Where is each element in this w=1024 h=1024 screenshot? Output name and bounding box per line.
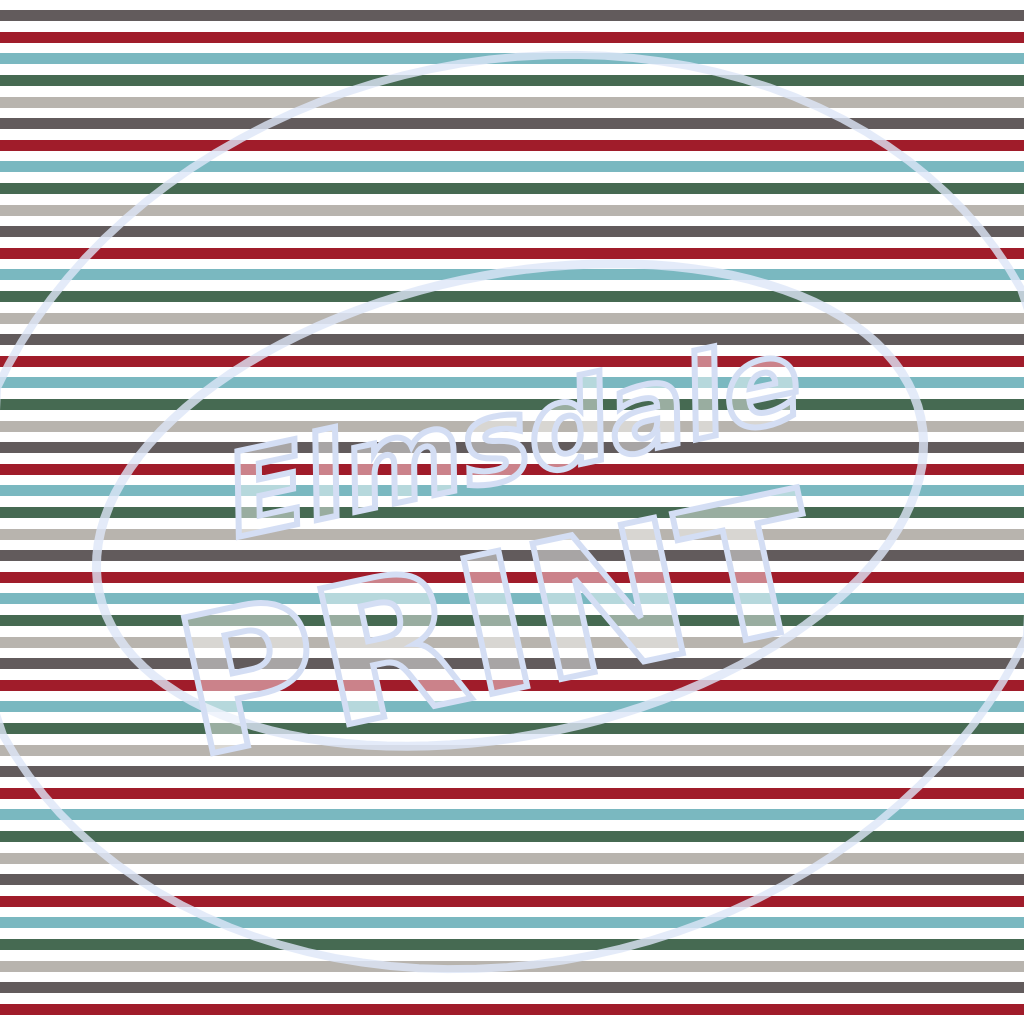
watermark-outer-ellipse bbox=[0, 50, 1024, 974]
watermark-inner-ellipse bbox=[91, 259, 929, 751]
